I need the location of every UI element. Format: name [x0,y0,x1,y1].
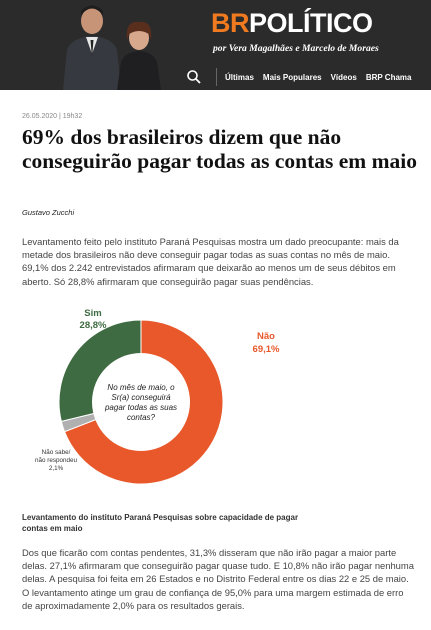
nav-item-ultimas[interactable]: Últimas [225,72,254,82]
slice-value-nao: 69,1% [253,344,280,355]
label-group-nao: Não 69,1% [253,331,280,355]
slice-label-nao-sabe-line2: não respondeu [35,457,78,464]
article-author[interactable]: Gustavo Zucchi [22,208,75,217]
nav-item-videos[interactable]: Vídeos [330,72,357,82]
search-icon[interactable] [186,69,202,85]
article-title: 69% dos brasileiros dizem que não conseg… [22,125,417,173]
site-byline: por Vera Magalhães e Marcelo de Moraes [213,43,379,54]
nav-item-brp-chama[interactable]: BRP Chama [365,72,412,82]
site-header: BRPOLÍTICO por Vera Magalhães e Marcelo … [0,0,431,90]
article-body: Dos que ficarão com contas pendentes, 31… [22,547,414,611]
label-group-nao-sabe: Não sabe/ não respondeu 2,1% [35,449,78,472]
slice-value-sim: 28,8% [80,320,107,331]
nav-separator [216,68,217,86]
slice-label-nao: Não [257,331,275,342]
article-date: 26.05.2020 | 19h32 [22,113,83,120]
article-lead: Levantamento feito pelo instituto Paraná… [22,236,399,287]
chart-caption: Levantamento do instituto Paraná Pesquis… [22,513,299,533]
donut-hole [92,353,190,451]
chart-center-label: No mês de maio, o Sr(a) conseguirá pagar t… [104,383,177,422]
donut-chart: No mês de maio, o Sr(a) conseguirá pagar t… [35,308,280,485]
slice-value-nao-sabe: 2,1% [49,465,64,472]
slice-label-nao-sabe: Não sabe/ [42,449,71,456]
nav-item-mais-populares[interactable]: Mais Populares [262,72,322,82]
slice-label-sim: Sim [84,308,101,319]
main-nav: Últimas Mais Populares Vídeos BRP Chama [186,68,420,86]
columnists-photo [63,5,161,90]
label-group-sim: Sim 28,8% [80,308,107,331]
site-logo[interactable]: BRPOLÍTICO [211,8,373,38]
